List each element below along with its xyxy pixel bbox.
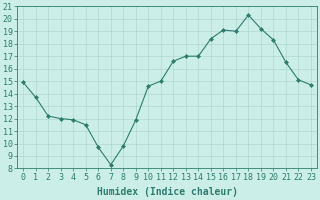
X-axis label: Humidex (Indice chaleur): Humidex (Indice chaleur) [97, 187, 237, 197]
